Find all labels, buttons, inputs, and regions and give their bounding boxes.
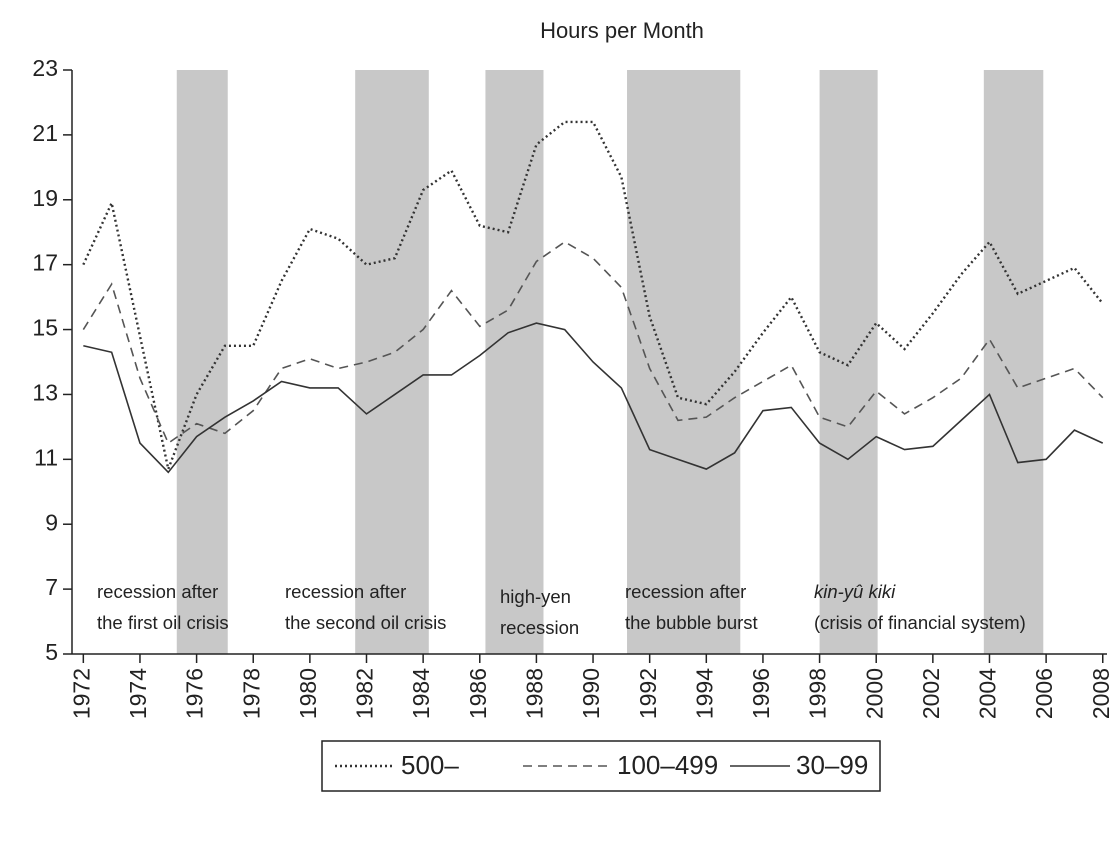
legend: 500– 100–499 30–99 [321,740,881,792]
y-tick-label: 15 [32,315,58,341]
x-tick-label: 1982 [352,668,378,719]
x-tick-label: 2004 [975,668,1001,719]
recession-band [176,70,228,654]
annotation: (crisis of financial system) [814,612,1026,633]
recession-band [819,70,878,654]
recession-band [485,70,544,654]
annotation: the second oil crisis [285,612,446,633]
annotation: recession after [97,581,218,602]
x-tick-label: 1972 [68,668,94,719]
x-tick-label: 2002 [918,668,944,719]
y-tick-label: 17 [32,250,58,276]
annotation: recession [500,617,579,638]
x-tick-label: 1976 [182,668,208,719]
x-tick-label: 1994 [691,668,717,719]
y-tick-label: 9 [45,509,58,535]
series-line [82,241,1104,445]
annotation: recession after [625,581,746,602]
x-tick-label: 1978 [238,668,264,719]
series-line [83,322,1104,474]
x-tick-label: 1990 [578,668,604,719]
x-tick-label: 1988 [521,668,547,719]
x-tick-label: 2006 [1031,668,1057,719]
x-tick-label: 1974 [125,668,151,719]
y-tick-label: 23 [32,55,58,81]
annotation: high-yen [500,586,571,607]
annotation: the bubble burst [625,612,758,633]
series-line [82,120,1104,474]
legend-label: 100–499 [617,750,718,780]
recession-band [983,70,1044,654]
annotation: recession after [285,581,406,602]
annotation: the first oil crisis [97,612,229,633]
y-tick-label: 5 [45,639,58,665]
y-tick-label: 13 [32,380,58,406]
y-tick-label: 7 [45,574,58,600]
legend-label: 500– [401,750,459,780]
x-tick-label: 2008 [1088,668,1114,719]
annotation: kin-yû kiki [814,581,896,602]
y-tick-label: 11 [34,444,58,470]
x-tick-label: 1996 [748,668,774,719]
x-tick-label: 1984 [408,668,434,719]
recession-band [627,70,741,654]
x-tick-label: 1980 [295,668,321,719]
x-tick-label: 1998 [805,668,831,719]
x-tick-label: 1986 [465,668,491,719]
x-tick-label: 1992 [635,668,661,719]
legend-label: 30–99 [796,750,868,780]
y-tick-label: 19 [32,185,58,211]
chart-title: Hours per Month [540,18,704,43]
x-tick-label: 2000 [861,668,887,719]
recession-band [355,70,429,654]
y-tick-label: 21 [32,120,58,146]
